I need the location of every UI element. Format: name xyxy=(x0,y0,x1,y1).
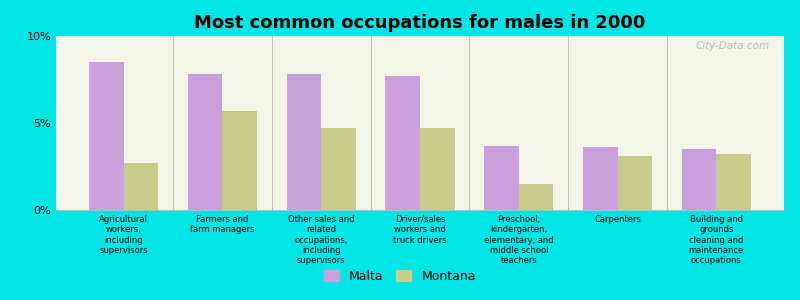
Bar xyxy=(188,74,222,210)
Bar xyxy=(518,184,554,210)
Text: City-Data.com: City-Data.com xyxy=(695,41,770,51)
Bar xyxy=(89,62,124,210)
Bar xyxy=(386,76,420,210)
Bar xyxy=(484,146,518,210)
Bar xyxy=(618,156,652,210)
Title: Most common occupations for males in 2000: Most common occupations for males in 200… xyxy=(194,14,646,32)
Bar xyxy=(420,128,454,210)
Bar xyxy=(286,74,322,210)
Bar xyxy=(716,154,751,210)
Bar xyxy=(222,111,257,210)
Bar xyxy=(322,128,356,210)
Legend: Malta, Montana: Malta, Montana xyxy=(319,265,481,288)
Bar xyxy=(682,149,716,210)
Bar xyxy=(583,147,618,210)
Bar xyxy=(124,163,158,210)
